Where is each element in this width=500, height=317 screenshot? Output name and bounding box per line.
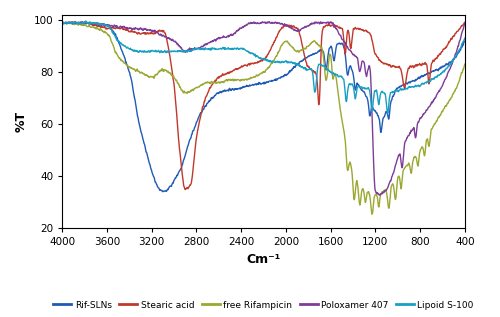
free Rifampicin [370, 203, 376, 207]
Stearic acid [184, 186, 190, 190]
free Rifampicin [184, 90, 190, 94]
Lipoid S-100 [108, 27, 114, 31]
Lipoid S-100 [462, 36, 468, 40]
Stearic acid [72, 20, 78, 23]
Line: Stearic acid: Stearic acid [62, 22, 465, 190]
Poloxamer 407 [107, 24, 113, 28]
Line: Lipoid S-100: Lipoid S-100 [62, 22, 465, 113]
Poloxamer 407 [59, 21, 65, 24]
Lipoid S-100 [338, 74, 344, 78]
Rif-SLNs [370, 107, 376, 111]
Stearic acid [108, 27, 114, 30]
Line: Poloxamer 407: Poloxamer 407 [62, 22, 465, 195]
Rif-SLNs [82, 19, 88, 23]
Lipoid S-100 [385, 111, 391, 115]
Stearic acid [370, 45, 376, 49]
Poloxamer 407 [378, 193, 384, 197]
X-axis label: Cm⁻¹: Cm⁻¹ [246, 253, 280, 266]
Rif-SLNs [184, 145, 190, 148]
Stearic acid [107, 26, 113, 30]
Poloxamer 407 [370, 150, 376, 153]
Stearic acid [59, 20, 65, 24]
free Rifampicin [338, 109, 344, 113]
Stearic acid [84, 21, 90, 25]
Rif-SLNs [338, 42, 344, 46]
free Rifampicin [66, 20, 71, 24]
Poloxamer 407 [108, 24, 114, 28]
Y-axis label: %T: %T [15, 111, 28, 132]
free Rifampicin [107, 36, 113, 40]
Rif-SLNs [462, 39, 468, 43]
Lipoid S-100 [107, 27, 113, 30]
free Rifampicin [84, 25, 90, 29]
Poloxamer 407 [84, 21, 90, 25]
Line: Rif-SLNs: Rif-SLNs [62, 21, 465, 192]
Lipoid S-100 [84, 20, 89, 23]
Line: free Rifampicin: free Rifampicin [62, 22, 465, 214]
Rif-SLNs [108, 26, 114, 29]
Rif-SLNs [84, 21, 90, 25]
Poloxamer 407 [462, 21, 468, 24]
free Rifampicin [59, 21, 65, 25]
Lipoid S-100 [84, 21, 90, 25]
Poloxamer 407 [338, 33, 344, 37]
Rif-SLNs [59, 20, 65, 24]
Lipoid S-100 [370, 99, 376, 103]
Stearic acid [338, 26, 344, 30]
free Rifampicin [369, 212, 375, 216]
Poloxamer 407 [266, 20, 272, 24]
Lipoid S-100 [59, 21, 65, 25]
Lipoid S-100 [184, 50, 190, 54]
free Rifampicin [462, 62, 468, 66]
Poloxamer 407 [184, 49, 190, 52]
free Rifampicin [108, 38, 114, 42]
Stearic acid [462, 21, 468, 25]
Stearic acid [182, 188, 188, 191]
Rif-SLNs [107, 26, 113, 30]
Rif-SLNs [160, 190, 166, 194]
Legend: Rif-SLNs, Stearic acid, free Rifampicin, Poloxamer 407, Lipoid S-100: Rif-SLNs, Stearic acid, free Rifampicin,… [50, 297, 478, 313]
